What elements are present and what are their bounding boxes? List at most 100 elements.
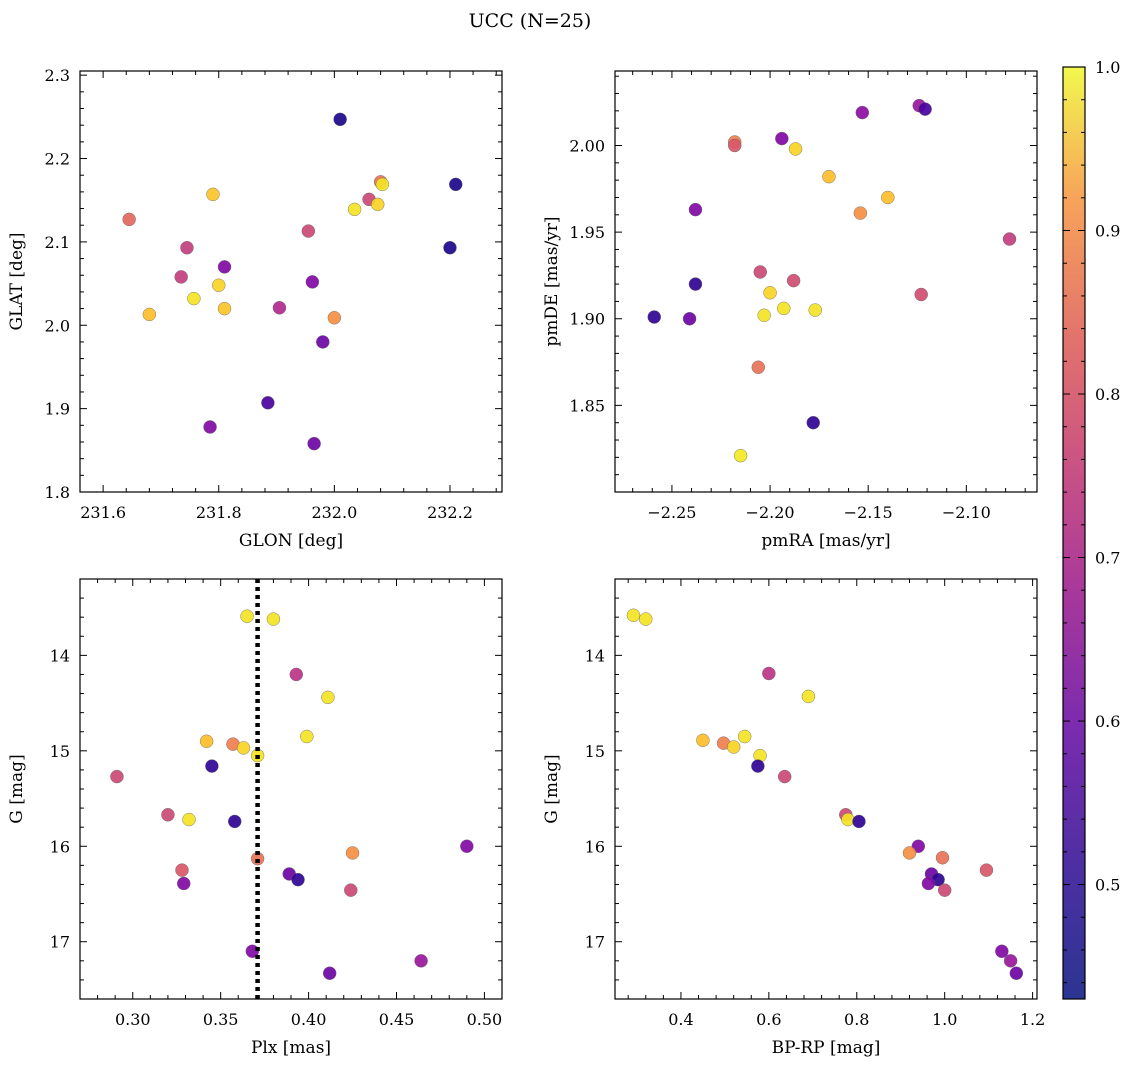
x-tick-label: 0.8: [844, 1010, 869, 1029]
y-tick-label: 1.90: [569, 310, 605, 329]
scatter-point: [375, 177, 390, 192]
panel-plx-g: 0.30 0.35 0.40 0.45 0.50 14 15 16 17 Plx [mas] G […: [7, 578, 503, 1058]
y-tick-label: 1.95: [569, 223, 605, 242]
y-tick-label: 1.85: [569, 396, 605, 415]
scatter-point: [937, 883, 952, 897]
scatter-point: [775, 131, 789, 146]
scatter-point: [777, 769, 792, 784]
scatter-point: [301, 224, 316, 238]
scatter-point: [726, 740, 741, 754]
colorbar-tick-label: 0.5: [1095, 876, 1120, 895]
y-tick-label: 2.3: [45, 66, 70, 85]
scatter-point: [142, 307, 157, 322]
scatter-point: [460, 839, 474, 853]
x-tick-label: 1.0: [932, 1010, 957, 1029]
scatter-point: [753, 265, 767, 279]
scatter-point: [737, 729, 752, 744]
scatter-point: [305, 275, 320, 289]
x-tick-label: 0.4: [668, 1010, 693, 1029]
y-tick-label: 14: [585, 646, 605, 665]
y-axis-label: G [mag]: [7, 754, 27, 823]
y-axis-label: G [mag]: [542, 754, 562, 823]
scatter-point: [443, 241, 457, 255]
scatter-point: [205, 759, 219, 773]
scatter-point: [852, 814, 866, 829]
scatter-point: [881, 190, 895, 205]
scatter-point: [921, 876, 936, 891]
scatter-point: [822, 169, 836, 184]
scatter-point: [321, 690, 335, 705]
panel-pmra-pmde: −2.25 −2.20 −2.15 −2.10 1.85 1.90 1.95 2.00 pmRA…: [542, 70, 1038, 551]
x-tick-label: −2.20: [746, 503, 795, 522]
scatter-point: [855, 105, 870, 120]
scatter-point: [228, 814, 242, 829]
scatter-point: [333, 112, 347, 127]
y-axis-label: GLAT [deg]: [7, 232, 27, 330]
scatter-point: [762, 666, 776, 681]
x-tick-label: −2.10: [942, 503, 991, 522]
scatter-point: [217, 260, 232, 274]
y-tick-label: 16: [585, 837, 605, 856]
panel-glon-glat: 231.6 231.8 232.0 232.2 1.8 1.9 2.0 2.1 2.2 2.3 GL…: [7, 66, 503, 551]
scatter-point: [322, 966, 337, 980]
y-tick-label: 15: [50, 742, 70, 761]
x-axis-label: pmRA [mas/yr]: [761, 531, 890, 551]
scatter-point: [272, 301, 287, 315]
scatter-point: [180, 241, 194, 255]
scatter-point: [853, 206, 868, 220]
scatter-point: [682, 312, 697, 326]
scatter-point: [1003, 954, 1018, 968]
scatter-point: [763, 286, 777, 300]
colorbar-tick-label: 1.0: [1095, 58, 1120, 77]
x-tick-label: 231.8: [196, 503, 242, 522]
x-tick-label: 0.35: [203, 1010, 239, 1029]
scatter-point: [801, 689, 816, 704]
scatter-point: [174, 270, 188, 284]
scatter-point: [203, 420, 217, 434]
scatter-point: [236, 741, 251, 755]
colorbar-tick-label: 0.9: [1095, 222, 1120, 241]
plot-frame: [614, 578, 1038, 1000]
x-tick-label: −2.25: [647, 503, 696, 522]
colorbar-gradient: [1062, 66, 1086, 1000]
scatter-point: [217, 301, 232, 316]
scatter-point: [806, 415, 820, 430]
colorbar: 0.5 0.6 0.7 0.8 0.9 1.0: [1062, 58, 1120, 1000]
scatter-point: [935, 851, 950, 865]
panel-bprp-g: 0.4 0.6 0.8 1.0 1.2 14 15 16 17 BP-RP [mag] G [mag…: [542, 578, 1045, 1058]
scatter-point: [206, 187, 220, 202]
y-tick-label: 1.9: [45, 400, 70, 419]
scatter-point: [696, 733, 710, 748]
x-tick-label: 0.45: [379, 1010, 415, 1029]
x-tick-label: 232.0: [311, 503, 357, 522]
scatter-point: [122, 212, 136, 227]
plot-frame: [79, 578, 503, 1000]
y-axis-label: pmDE [mas/yr]: [542, 216, 562, 346]
scatter-point: [300, 729, 314, 744]
x-axis-label: GLON [deg]: [239, 531, 343, 551]
scatter-point: [688, 277, 703, 291]
scatter-point: [647, 310, 661, 324]
x-tick-label: −2.15: [844, 503, 893, 522]
scatter-point: [110, 769, 124, 784]
scatter-point: [266, 612, 281, 626]
x-tick-label: 1.2: [1020, 1010, 1045, 1029]
scatter-point: [751, 759, 765, 773]
x-tick-label: 231.6: [80, 503, 126, 522]
scatter-point: [414, 954, 428, 968]
scatter-point: [289, 667, 303, 682]
y-tick-label: 14: [50, 646, 70, 665]
scatter-point: [757, 308, 771, 322]
y-tick-label: 17: [50, 933, 70, 952]
x-tick-label: 0.50: [467, 1010, 503, 1029]
x-axis-label: BP-RP [mag]: [772, 1038, 881, 1058]
scatter-point: [307, 436, 321, 451]
scatter-point: [979, 863, 994, 877]
scatter-point: [1009, 966, 1024, 980]
colorbar-tick-label: 0.6: [1095, 712, 1120, 731]
scatter-point: [995, 944, 1009, 958]
scatter-point: [914, 287, 928, 302]
y-tick-label: 2.2: [45, 150, 70, 169]
scatter-point: [212, 278, 226, 292]
